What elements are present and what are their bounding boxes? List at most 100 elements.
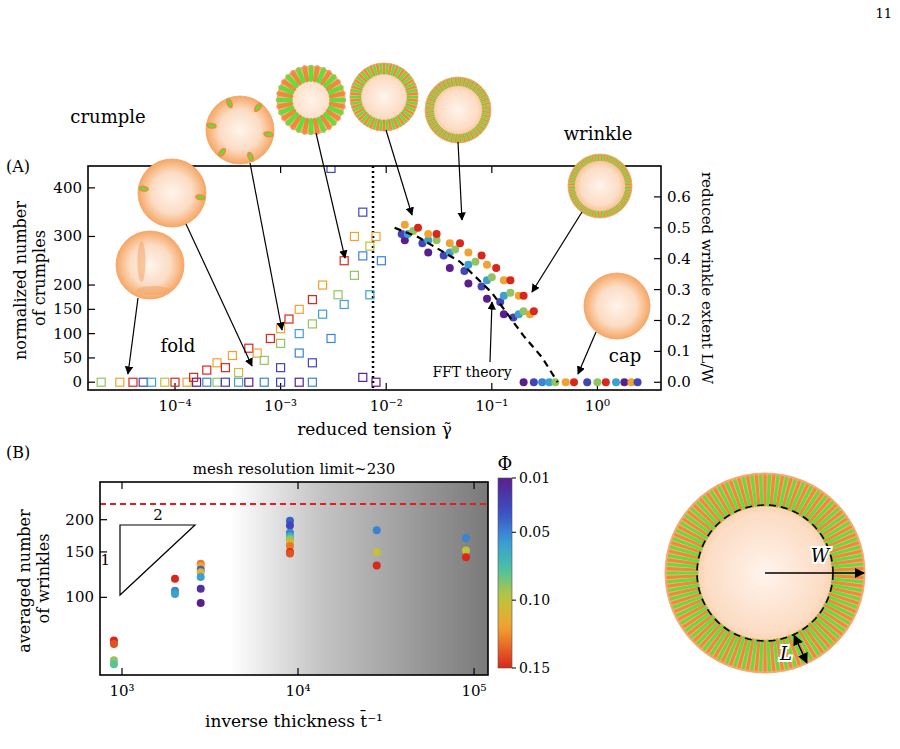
pointer-arrow (490, 302, 492, 362)
crumple-rim (195, 193, 207, 201)
wrinkle-crest (481, 120, 488, 123)
wrinkle-trough (383, 121, 385, 130)
x-tick (280, 166, 281, 173)
wrinkle-crest (570, 176, 575, 178)
y2-tick (654, 320, 661, 321)
y2-tick-label: 0.0 (667, 373, 691, 391)
disk-rim (584, 273, 650, 339)
wrinkle-crest (482, 117, 489, 119)
panel-letter: (B) (6, 443, 30, 462)
circle-point (612, 378, 620, 386)
wrinkle-crest (610, 209, 612, 214)
x-tick (297, 668, 298, 675)
wrinkle-crest (622, 170, 627, 173)
wrinkle-crest (325, 77, 334, 86)
y2-tick (654, 351, 661, 352)
wrinkle-crest (325, 114, 334, 123)
wrinkle-trough (389, 65, 391, 74)
y2-tick (654, 227, 661, 228)
wrinkle-trough (668, 569, 697, 570)
wrinkle-trough (459, 135, 461, 142)
wrinkle-trough (331, 94, 343, 96)
wrinkle-crest (619, 203, 623, 207)
wrinkle-crest (587, 158, 589, 163)
wrinkle-crest (774, 640, 778, 669)
wrinkle-crest (807, 626, 825, 649)
wrinkle-trough (763, 476, 766, 505)
x-tick-label: 10⁰ (585, 397, 610, 415)
wrinkle-trough (601, 155, 602, 160)
wrinkle-crest (391, 120, 394, 129)
thumbnail (584, 273, 650, 339)
x-tick (473, 668, 474, 675)
wrinkle-trough (601, 212, 602, 217)
y-tick-label: 100 (65, 588, 94, 606)
circle-point (197, 585, 205, 593)
wrinkle-crest (623, 173, 628, 175)
wrinkle-crest (579, 205, 583, 209)
wrinkle-crest (330, 87, 342, 92)
thumbnail (206, 96, 275, 164)
wrinkle-trough (331, 104, 343, 106)
wrinkle-crest (572, 173, 577, 175)
wrinkle-crest (594, 156, 595, 161)
wrinkle-crest (362, 115, 368, 122)
x-tick-label: 10⁵ (462, 682, 487, 700)
wrinkle-crest (572, 196, 577, 198)
square-point (372, 232, 380, 240)
y-tick-label: 50 (63, 349, 82, 367)
wrinkle-crest (833, 564, 862, 567)
wrinkle-crest (400, 115, 406, 122)
circle-point (464, 279, 472, 287)
circle-point (488, 273, 496, 281)
wrinkle-trough (377, 120, 379, 129)
wrinkle-crest (735, 481, 744, 509)
wrinkle-crest (457, 135, 459, 142)
axis-title-line: of wrinkles (34, 534, 53, 624)
square-point (213, 378, 221, 386)
y-tick (88, 357, 95, 358)
x-tick-label: 10⁻⁴ (158, 397, 191, 415)
wrinkle-crest (780, 478, 786, 506)
wrinkle-trough (483, 111, 490, 113)
square-point (308, 320, 316, 328)
wrinkle-crest (623, 196, 628, 198)
wrinkle-crest (584, 208, 587, 213)
square-point (277, 364, 285, 372)
circle-point (286, 521, 294, 529)
colorbar (498, 478, 512, 668)
wrinkle-crest (441, 83, 445, 89)
square-point (359, 208, 367, 216)
wrinkle-crest (477, 89, 482, 94)
crumple-core (218, 149, 225, 157)
pointer-arrow (578, 332, 596, 374)
wrinkle-trough (626, 184, 631, 185)
wrinkle-crest (624, 176, 629, 178)
wrinkle-crest (587, 209, 589, 214)
wrinkle-crest (579, 163, 583, 167)
wrinkle-crest (352, 90, 361, 92)
thumbnail (568, 154, 632, 218)
wrinkle-crest (590, 210, 592, 215)
annotation: crumple (70, 106, 145, 127)
wrinkle-crest (670, 585, 699, 590)
square-point (277, 325, 285, 333)
wrinkle-crest (462, 134, 463, 141)
extent-arrow (794, 636, 807, 663)
square-point (308, 359, 316, 367)
wrinkle-crest (379, 64, 382, 73)
circle-point (462, 546, 470, 554)
circle-point (492, 264, 500, 272)
y2-tick-label: 0.2 (667, 311, 691, 329)
wrinkle-crest (449, 79, 451, 86)
crumple-core (207, 124, 215, 128)
wrinkle-trough (377, 65, 379, 74)
y-tick-label: 0 (72, 373, 82, 391)
annotation: FFT theory (432, 364, 511, 380)
colorbar-tick-label: 0.01 (519, 470, 550, 486)
wrinkle-crest (427, 101, 434, 103)
wrinkle-crest (617, 205, 621, 209)
disk (568, 154, 632, 218)
square-point (171, 378, 179, 386)
y-tick-label: 200 (53, 276, 82, 294)
